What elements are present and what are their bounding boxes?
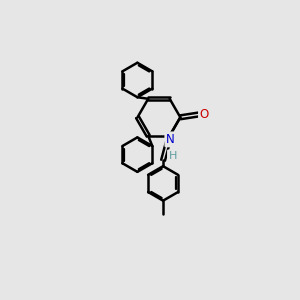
Text: N: N [166,133,175,146]
Text: O: O [200,108,209,121]
Text: H: H [168,151,177,161]
